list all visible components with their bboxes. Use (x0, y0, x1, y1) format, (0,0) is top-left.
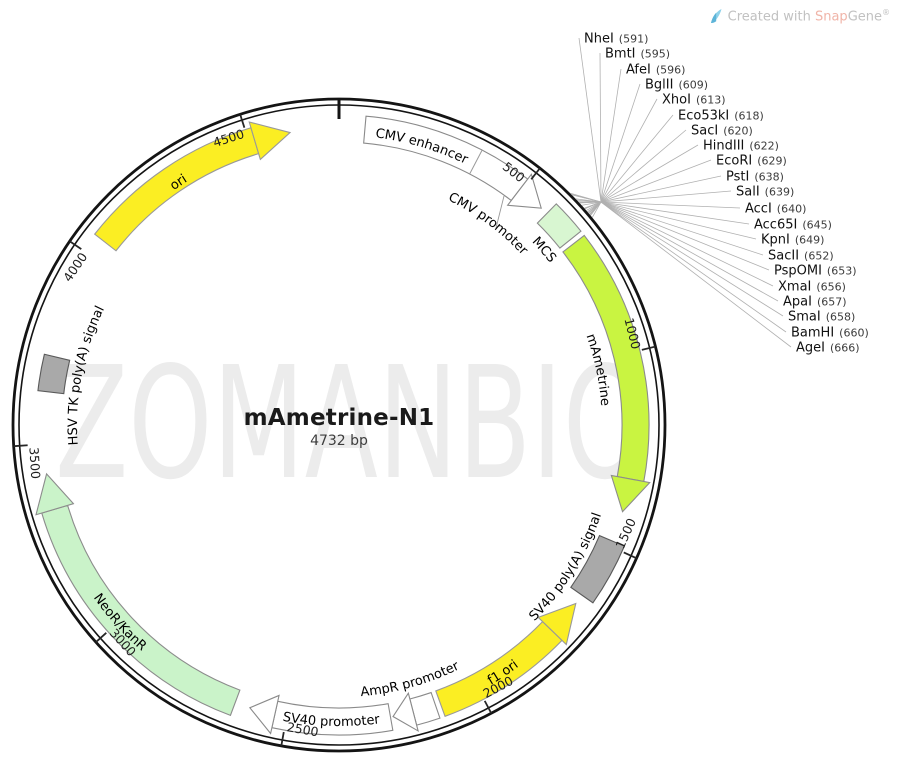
enzyme-leader-BmtI (571, 52, 602, 203)
enzyme-label-BamHI[interactable]: BamHI (660) (791, 326, 869, 341)
tick-label-2500: 2500 (286, 719, 320, 739)
tick-label-1000: 1000 (621, 316, 643, 351)
feature-sv40-promoter[interactable] (248, 694, 394, 736)
feature-ampr-promoter[interactable] (392, 691, 441, 733)
enzyme-label-BglII[interactable]: BglII (609) (645, 78, 708, 93)
enzyme-label-EcoRI[interactable]: EcoRI (629) (716, 154, 787, 169)
enzyme-label-PstI[interactable]: PstI (638) (726, 170, 784, 185)
feature-ori[interactable] (93, 121, 292, 252)
feature-f1-ori-arrowhead (537, 602, 577, 646)
snapgene-credit: Created with SnapGene® (709, 8, 890, 24)
feature-label-sv40-promoter[interactable]: SV40 promoter (282, 710, 382, 730)
feature-mametrine-arrowhead (610, 474, 651, 513)
enzyme-label-PspOMI[interactable]: PspOMI (653) (774, 264, 857, 279)
enzyme-label-SalI[interactable]: SalI (639) (736, 185, 794, 200)
enzyme-leader-AfeI (571, 68, 622, 203)
feature-neor-kanr-arrowhead (35, 472, 75, 516)
enzyme-leader-NheI (570, 37, 602, 203)
enzyme-label-XhoI[interactable]: XhoI (613) (662, 93, 726, 108)
enzyme-label-SacII[interactable]: SacII (652) (768, 249, 834, 264)
feature-sv40-promoter-arrowhead (248, 694, 280, 735)
feature-ampr-promoter-arrowhead (392, 691, 419, 733)
enzyme-label-NheI[interactable]: NheI (591) (584, 32, 648, 47)
plasmid-name: mAmetrine-N1 (243, 405, 435, 431)
enzyme-label-SmaI[interactable]: SmaI (658) (788, 310, 855, 325)
plasmid-size: 4732 bp (310, 433, 368, 449)
feature-cmv-enhancer[interactable] (363, 115, 542, 209)
enzyme-leader-ApaI (589, 201, 779, 302)
enzyme-label-AccI[interactable]: AccI (640) (745, 202, 806, 217)
leader-lines (495, 37, 792, 348)
enzyme-label-XmaI[interactable]: XmaI (656) (778, 280, 846, 295)
feature-mcs[interactable] (536, 203, 583, 251)
enzyme-label-KpnI[interactable]: KpnI (649) (761, 233, 824, 248)
feature-ori-arrowhead (248, 121, 292, 161)
tick-label-3500: 3500 (26, 447, 43, 480)
watermark: ZOMANBIO (55, 333, 647, 514)
enzyme-leader-SacI (579, 129, 687, 203)
credit-text: Created with SnapGene® (727, 8, 890, 25)
feature-cmv-enhancer-arrowhead (506, 173, 542, 209)
feature-mametrine[interactable] (562, 234, 651, 513)
enzyme-label-ApaI[interactable]: ApaI (657) (783, 295, 847, 310)
enzyme-label-AfeI[interactable]: AfeI (596) (626, 63, 685, 78)
feature-hsv-tk-polya-signal[interactable] (37, 353, 71, 395)
snapgene-logo-icon (710, 9, 722, 24)
feature-neor-kanr[interactable] (35, 472, 241, 717)
enzyme-label-Acc65I[interactable]: Acc65I (645) (754, 218, 832, 233)
tick-label-4000: 4000 (60, 250, 90, 285)
feature-f1-ori[interactable] (435, 602, 577, 718)
enzyme-label-BmtI[interactable]: BmtI (595) (605, 47, 670, 62)
enzyme-label-AgeI[interactable]: AgeI (666) (796, 341, 860, 356)
enzyme-label-HindIII[interactable]: HindIII (622) (703, 139, 779, 154)
enzyme-label-SacI[interactable]: SacI (620) (691, 124, 753, 139)
enzyme-label-Eco53kI[interactable]: Eco53kI (618) (678, 109, 764, 124)
enzyme-leader-AgeI (591, 201, 792, 348)
feature-sv40-polya-signal[interactable] (570, 534, 626, 604)
